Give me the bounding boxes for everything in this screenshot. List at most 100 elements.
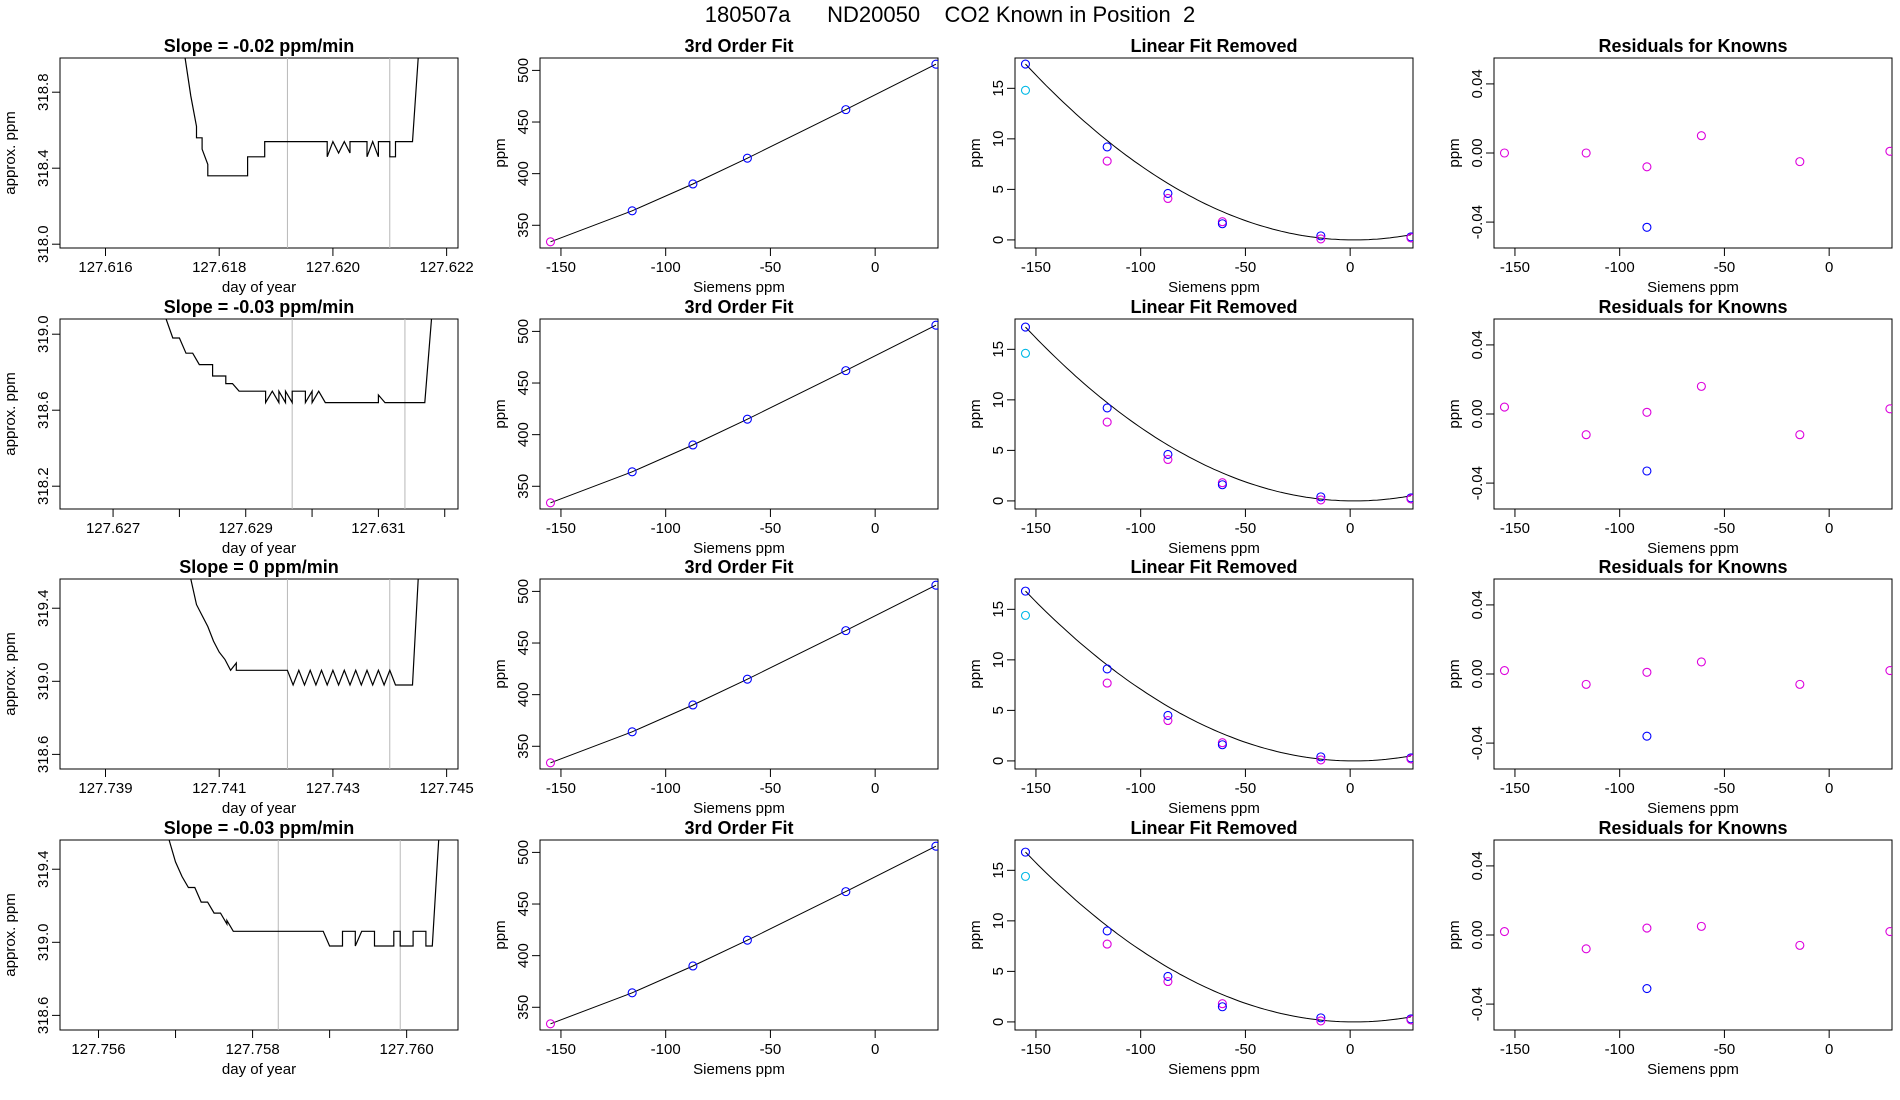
data-point: [1642, 222, 1652, 232]
chart-title: 3rd Order Fit: [684, 297, 793, 317]
plot-area: [165, 319, 433, 509]
plot-area: [1020, 586, 1413, 765]
plot-frame: [539, 318, 939, 510]
data-point: [1696, 657, 1706, 667]
data-point: [931, 580, 938, 590]
y-axis-label: ppm: [967, 399, 984, 428]
x-tick-label: -150: [1500, 520, 1530, 537]
plot-area: [184, 58, 419, 248]
y-tick-label: 0.04: [1469, 69, 1486, 98]
data-point: [841, 887, 851, 897]
data-point: [627, 206, 637, 216]
x-tick-label: -100: [1605, 520, 1635, 537]
data-point: [1316, 492, 1326, 502]
plot-area: [545, 580, 938, 768]
data-point: [1102, 926, 1112, 936]
chart-title: Linear Fit Removed: [1130, 36, 1297, 56]
plot-frame: [1014, 578, 1414, 770]
data-point: [1163, 193, 1173, 204]
data-point: [1885, 146, 1892, 156]
data-point: [1020, 322, 1031, 332]
y-axis-label: ppm: [967, 138, 984, 167]
y-tick-label: -0.04: [1469, 205, 1486, 239]
x-axis-label: Siemens ppm: [1647, 279, 1739, 296]
x-tick-label: -150: [1500, 1041, 1530, 1058]
data-point: [841, 626, 851, 636]
x-tick-label: 127.616: [78, 259, 132, 276]
data-point: [1020, 348, 1031, 358]
data-point: [1163, 976, 1173, 987]
x-axis-label: day of year: [222, 540, 296, 557]
x-tick-label: -50: [1235, 780, 1257, 797]
x-tick-label: -100: [1126, 520, 1156, 537]
plot-area: [545, 320, 938, 508]
plot-frame: [539, 578, 939, 770]
y-tick-label: 0.00: [1469, 138, 1486, 167]
y-tick-label: 5: [990, 706, 1007, 714]
data-point: [1581, 679, 1591, 689]
data-point: [1217, 480, 1227, 490]
x-axis-label: day of year: [222, 279, 296, 296]
chart-title: Residuals for Knowns: [1598, 818, 1787, 838]
chart-title: Slope = -0.03 ppm/min: [164, 818, 355, 838]
y-axis-label: approx. ppm: [2, 372, 19, 455]
data-point: [742, 674, 752, 684]
data-point: [742, 153, 752, 163]
plot-area: [1499, 657, 1892, 741]
y-tick-label: 318.6: [35, 736, 52, 774]
x-tick-label: 0: [871, 259, 879, 276]
x-tick-label: 127.743: [306, 780, 360, 797]
trace-line: [184, 58, 419, 177]
y-axis-label: ppm: [967, 659, 984, 688]
fit-curve: [1025, 851, 1411, 1023]
data-point: [1020, 871, 1031, 881]
x-tick-label: -100: [1126, 259, 1156, 276]
y-tick-label: 319.4: [35, 850, 52, 888]
data-point: [1642, 983, 1652, 994]
data-point: [545, 498, 556, 508]
x-tick-label: 0: [1346, 259, 1354, 276]
plot-frame: [59, 578, 459, 770]
fit-curve: [550, 584, 937, 764]
data-point: [1642, 923, 1652, 933]
plot-frame: [59, 57, 459, 249]
y-axis-label: ppm: [967, 920, 984, 949]
y-tick-label: 400: [515, 682, 532, 707]
data-point: [1217, 999, 1227, 1009]
x-tick-label: -50: [1714, 1041, 1736, 1058]
data-point: [1217, 1002, 1227, 1012]
data-point: [1020, 85, 1031, 95]
x-axis-label: Siemens ppm: [693, 800, 785, 817]
data-point: [627, 467, 637, 477]
data-point: [1102, 156, 1112, 166]
y-tick-label: 350: [515, 474, 532, 499]
x-tick-label: 127.739: [78, 780, 132, 797]
figure-title: 180507a ND20050 CO2 Known in Position 2: [704, 2, 1196, 27]
x-tick-label: -100: [1605, 259, 1635, 276]
x-tick-label: 0: [871, 1041, 879, 1058]
plot-frame: [1014, 839, 1414, 1031]
y-tick-label: 0: [990, 236, 1007, 244]
data-point: [1795, 679, 1805, 689]
data-point: [1316, 495, 1326, 505]
x-axis-label: Siemens ppm: [1647, 1061, 1739, 1078]
data-point: [688, 179, 698, 189]
data-point: [1406, 233, 1413, 243]
x-tick-label: 127.618: [192, 259, 246, 276]
y-tick-label: 318.2: [35, 467, 52, 505]
x-axis-label: Siemens ppm: [1647, 540, 1739, 557]
data-point: [1316, 231, 1326, 241]
x-axis-label: Siemens ppm: [1168, 800, 1260, 817]
y-axis-label: ppm: [492, 659, 509, 688]
data-point: [1406, 494, 1413, 504]
y-tick-label: 450: [515, 892, 532, 917]
data-point: [1020, 59, 1031, 69]
y-tick-label: 500: [515, 579, 532, 604]
data-point: [1163, 454, 1173, 465]
x-tick-label: -150: [1021, 1041, 1051, 1058]
x-axis-label: Siemens ppm: [1168, 1061, 1260, 1078]
data-point: [1795, 940, 1805, 950]
y-tick-label: 400: [515, 422, 532, 447]
